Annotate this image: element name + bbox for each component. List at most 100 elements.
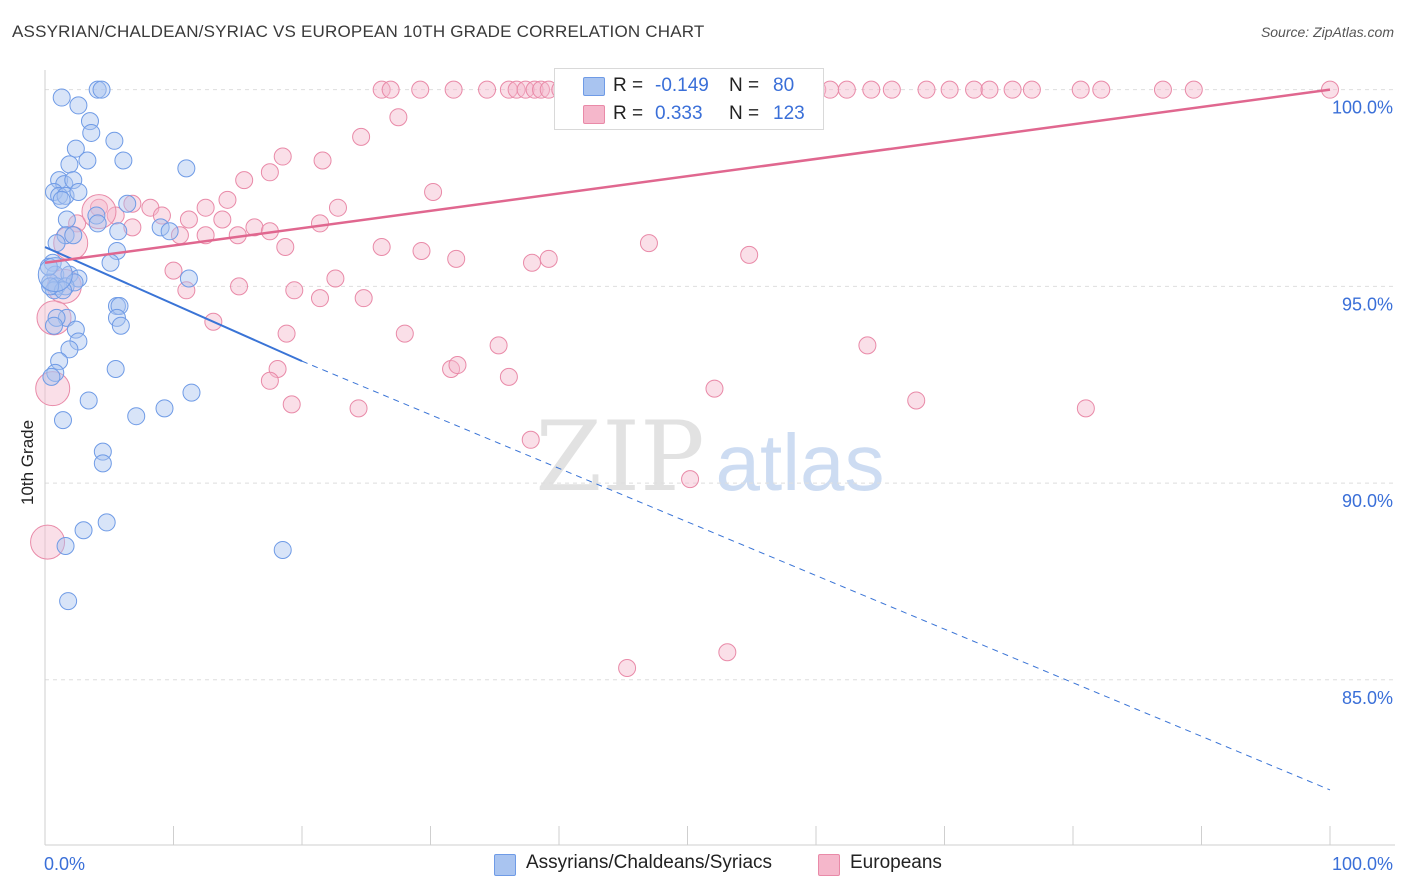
point-europeans bbox=[521, 430, 540, 449]
point-europeans bbox=[372, 238, 391, 257]
point-europeans bbox=[68, 214, 87, 233]
point-assyrians bbox=[273, 540, 292, 559]
point-europeans bbox=[349, 399, 368, 418]
point-europeans bbox=[245, 218, 264, 237]
point-assyrians bbox=[37, 257, 73, 293]
trendline-assyrians bbox=[44, 246, 303, 363]
point-assyrians bbox=[59, 592, 78, 611]
point-assyrians bbox=[69, 332, 88, 351]
point-assyrians bbox=[87, 206, 106, 225]
point-europeans bbox=[980, 80, 999, 99]
legend-label-assyrians: Assyrians/Chaldeans/Syriacs bbox=[526, 852, 773, 873]
point-assyrians bbox=[66, 320, 85, 339]
point-assyrians bbox=[50, 352, 69, 371]
point-europeans bbox=[328, 198, 347, 217]
point-assyrians bbox=[53, 411, 72, 430]
stats-swatch-assyrians bbox=[583, 77, 605, 96]
point-europeans bbox=[273, 147, 292, 166]
point-europeans bbox=[940, 80, 959, 99]
legend-swatch-europeans bbox=[818, 854, 840, 876]
point-europeans bbox=[1003, 80, 1022, 99]
point-europeans bbox=[639, 234, 658, 253]
point-europeans bbox=[277, 324, 296, 343]
stats-r-value: -0.149 bbox=[655, 75, 709, 96]
x-tick-label: 100.0% bbox=[1332, 854, 1393, 874]
point-europeans bbox=[705, 379, 724, 398]
stats-r-label: R = bbox=[613, 75, 644, 96]
point-europeans bbox=[681, 470, 700, 489]
point-assyrians bbox=[78, 151, 97, 170]
point-europeans bbox=[862, 80, 881, 99]
point-europeans bbox=[718, 643, 737, 662]
point-assyrians bbox=[101, 253, 120, 272]
watermark-atlas: atlas bbox=[716, 418, 885, 507]
y-tick-label: 95.0% bbox=[1342, 294, 1393, 314]
stats-n-label: N = bbox=[729, 75, 760, 96]
point-assyrians bbox=[41, 277, 60, 296]
point-assyrians bbox=[105, 131, 124, 150]
point-europeans bbox=[310, 289, 329, 308]
point-assyrians bbox=[151, 218, 170, 237]
point-europeans bbox=[123, 194, 142, 213]
point-europeans bbox=[285, 281, 304, 300]
point-assyrians bbox=[79, 391, 98, 410]
y-tick-label: 90.0% bbox=[1342, 491, 1393, 511]
watermark-zip: ZIP bbox=[535, 401, 704, 513]
point-europeans bbox=[1184, 80, 1203, 99]
trendline-europeans bbox=[44, 88, 1331, 265]
point-europeans bbox=[1076, 399, 1095, 418]
stats-r-label: R = bbox=[613, 103, 644, 124]
point-europeans bbox=[917, 80, 936, 99]
source-label: Source: ZipAtlas.com bbox=[1260, 24, 1394, 40]
point-europeans bbox=[411, 80, 430, 99]
point-assyrians bbox=[92, 80, 111, 99]
legend-label-europeans: Europeans bbox=[850, 852, 942, 873]
chart-title: ASSYRIAN/CHALDEAN/SYRIAC VS EUROPEAN 10T… bbox=[12, 22, 705, 41]
point-assyrians bbox=[56, 226, 75, 245]
y-tick-label: 85.0% bbox=[1342, 688, 1393, 708]
point-assyrians bbox=[44, 316, 63, 335]
point-assyrians bbox=[60, 340, 79, 359]
point-europeans bbox=[499, 367, 518, 386]
point-europeans bbox=[525, 80, 544, 99]
point-assyrians bbox=[82, 123, 101, 142]
point-europeans bbox=[965, 80, 984, 99]
point-assyrians bbox=[127, 407, 146, 426]
point-europeans bbox=[235, 171, 254, 190]
point-europeans bbox=[30, 524, 66, 560]
point-assyrians bbox=[69, 96, 88, 115]
point-europeans bbox=[858, 336, 877, 355]
point-assyrians bbox=[109, 222, 128, 241]
point-assyrians bbox=[97, 513, 116, 532]
point-assyrians bbox=[57, 210, 76, 229]
point-europeans bbox=[260, 163, 279, 182]
point-europeans bbox=[282, 395, 301, 414]
point-europeans bbox=[123, 218, 142, 237]
point-europeans bbox=[218, 190, 237, 209]
point-europeans bbox=[1022, 80, 1041, 99]
point-europeans bbox=[907, 391, 926, 410]
point-europeans bbox=[1153, 80, 1172, 99]
point-europeans bbox=[230, 277, 249, 296]
point-assyrians bbox=[182, 383, 201, 402]
point-assyrians bbox=[69, 182, 88, 201]
stats-row-europeans: R = 0.333 N = 123 bbox=[555, 101, 823, 129]
stats-swatch-europeans bbox=[583, 105, 605, 124]
point-europeans bbox=[395, 324, 414, 343]
point-assyrians bbox=[52, 88, 71, 107]
point-europeans bbox=[164, 261, 183, 280]
point-europeans bbox=[1071, 80, 1090, 99]
stats-r-value: 0.333 bbox=[655, 103, 703, 124]
trendline-assyrians-extension bbox=[301, 360, 1331, 791]
point-europeans bbox=[310, 214, 329, 233]
point-europeans bbox=[381, 80, 400, 99]
point-europeans bbox=[448, 356, 467, 375]
point-assyrians bbox=[64, 226, 83, 245]
point-europeans bbox=[1092, 80, 1111, 99]
point-assyrians bbox=[93, 454, 112, 473]
point-assyrians bbox=[74, 521, 93, 540]
point-europeans bbox=[389, 108, 408, 127]
point-europeans bbox=[532, 80, 551, 99]
point-assyrians bbox=[118, 194, 137, 213]
stats-n-value: 123 bbox=[773, 103, 805, 124]
